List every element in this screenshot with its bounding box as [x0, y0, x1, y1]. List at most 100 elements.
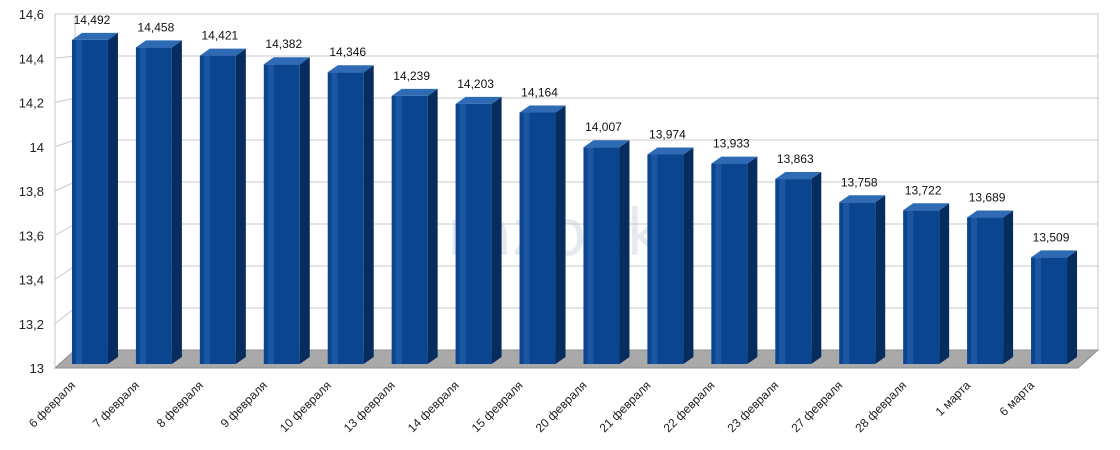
bar: [775, 172, 822, 364]
bar-top: [711, 156, 758, 164]
bar-highlight: [523, 112, 530, 364]
bar-side: [555, 105, 566, 364]
bar-top: [391, 88, 438, 96]
bar-top: [263, 57, 310, 65]
bar-front: [647, 154, 684, 364]
bar-top: [839, 195, 886, 203]
bar: [1031, 250, 1078, 364]
x-tick-label: 20 февраля: [533, 378, 590, 435]
x-tick-label: 9 февраля: [218, 378, 270, 430]
data-label: 14,203: [457, 77, 494, 91]
gridline-side: [54, 307, 76, 325]
data-label: 14,458: [138, 20, 175, 34]
bar-side: [491, 96, 502, 365]
data-label: 14,421: [201, 29, 238, 43]
bar-highlight: [971, 217, 978, 364]
gridline-side: [54, 265, 76, 280]
bar-highlight: [139, 47, 146, 364]
bar-highlight: [779, 179, 786, 364]
bar: [647, 147, 694, 364]
bar-top: [135, 40, 182, 48]
bar-highlight: [587, 147, 594, 364]
bar-top: [967, 210, 1014, 218]
bar: [391, 88, 438, 364]
data-label: 13,509: [1033, 230, 1070, 244]
bar-side: [683, 147, 694, 364]
bar-front: [199, 55, 236, 364]
y-tick-label: 13,4: [19, 273, 44, 288]
bar-side: [363, 65, 374, 364]
bar-side: [427, 88, 438, 364]
x-tick-label: 28 февраля: [852, 378, 909, 435]
x-tick-label: 10 февраля: [277, 378, 334, 435]
bar-top: [199, 48, 246, 56]
bar-top: [455, 96, 502, 104]
bar-highlight: [907, 210, 914, 364]
bar: [967, 210, 1014, 364]
bar: [199, 48, 246, 364]
bar-front: [583, 147, 620, 364]
bar-front: [711, 163, 748, 364]
bar-side: [747, 156, 758, 364]
bar-highlight: [651, 154, 658, 364]
bar-top: [71, 32, 118, 40]
data-label: 14,007: [585, 120, 622, 134]
gridline-side: [54, 139, 76, 148]
bar-top: [647, 147, 694, 155]
bar-side: [1067, 250, 1078, 364]
bar-highlight: [267, 64, 274, 365]
bar-top: [519, 105, 566, 113]
bar-highlight: [1035, 257, 1042, 364]
x-tick-label: 6 февраля: [26, 378, 78, 430]
bar-top: [1031, 250, 1078, 258]
data-label: 14,239: [393, 69, 430, 83]
bar-front: [71, 39, 108, 365]
data-label: 14,382: [265, 37, 302, 51]
bar: [519, 105, 566, 364]
bar-highlight: [395, 95, 402, 364]
data-label: 13,863: [777, 152, 814, 166]
x-tick-label: 13 февраля: [341, 378, 398, 435]
x-tick-label: 7 февраля: [90, 378, 142, 430]
bar-front: [903, 210, 940, 364]
x-tick-label: 14 февраля: [405, 378, 462, 435]
bar: [455, 96, 502, 365]
x-tick-label: 22 февраля: [661, 378, 718, 435]
x-tick-label: 6 марта: [997, 378, 1038, 419]
bar-top: [775, 172, 822, 180]
bar-front: [775, 179, 812, 364]
bar: [583, 140, 630, 364]
x-tick-label: 21 февраля: [597, 378, 654, 435]
x-tick-label: 23 февраля: [725, 378, 782, 435]
bar-side: [107, 32, 118, 365]
data-label: 14,492: [74, 13, 111, 27]
bar-front: [391, 95, 428, 364]
y-tick-label: 13: [30, 361, 44, 376]
bar-top: [903, 203, 950, 211]
bars-layer: [71, 32, 1078, 365]
gridline-side: [54, 55, 76, 59]
bar-front: [135, 47, 172, 364]
bar-side: [171, 40, 182, 364]
bar-highlight: [203, 55, 210, 364]
bar: [839, 195, 886, 364]
y-tick-label: 13,2: [19, 317, 44, 332]
bar-highlight: [459, 103, 466, 365]
data-label: 13,689: [969, 191, 1006, 205]
x-tick-label: 15 февраля: [469, 378, 526, 435]
bar: [711, 156, 758, 364]
bar: [263, 57, 310, 365]
bar-side: [299, 57, 310, 365]
bar-front: [519, 112, 556, 364]
bar-side: [235, 48, 246, 364]
bar-front: [839, 202, 876, 364]
bar-front: [455, 103, 492, 365]
bar-top: [327, 65, 374, 73]
bar-side: [619, 140, 630, 364]
gridline-side: [54, 181, 76, 192]
data-label: 13,758: [841, 175, 878, 189]
y-tick-label: 13,6: [19, 228, 44, 243]
bar: [71, 32, 118, 365]
bar-front: [967, 217, 1004, 364]
